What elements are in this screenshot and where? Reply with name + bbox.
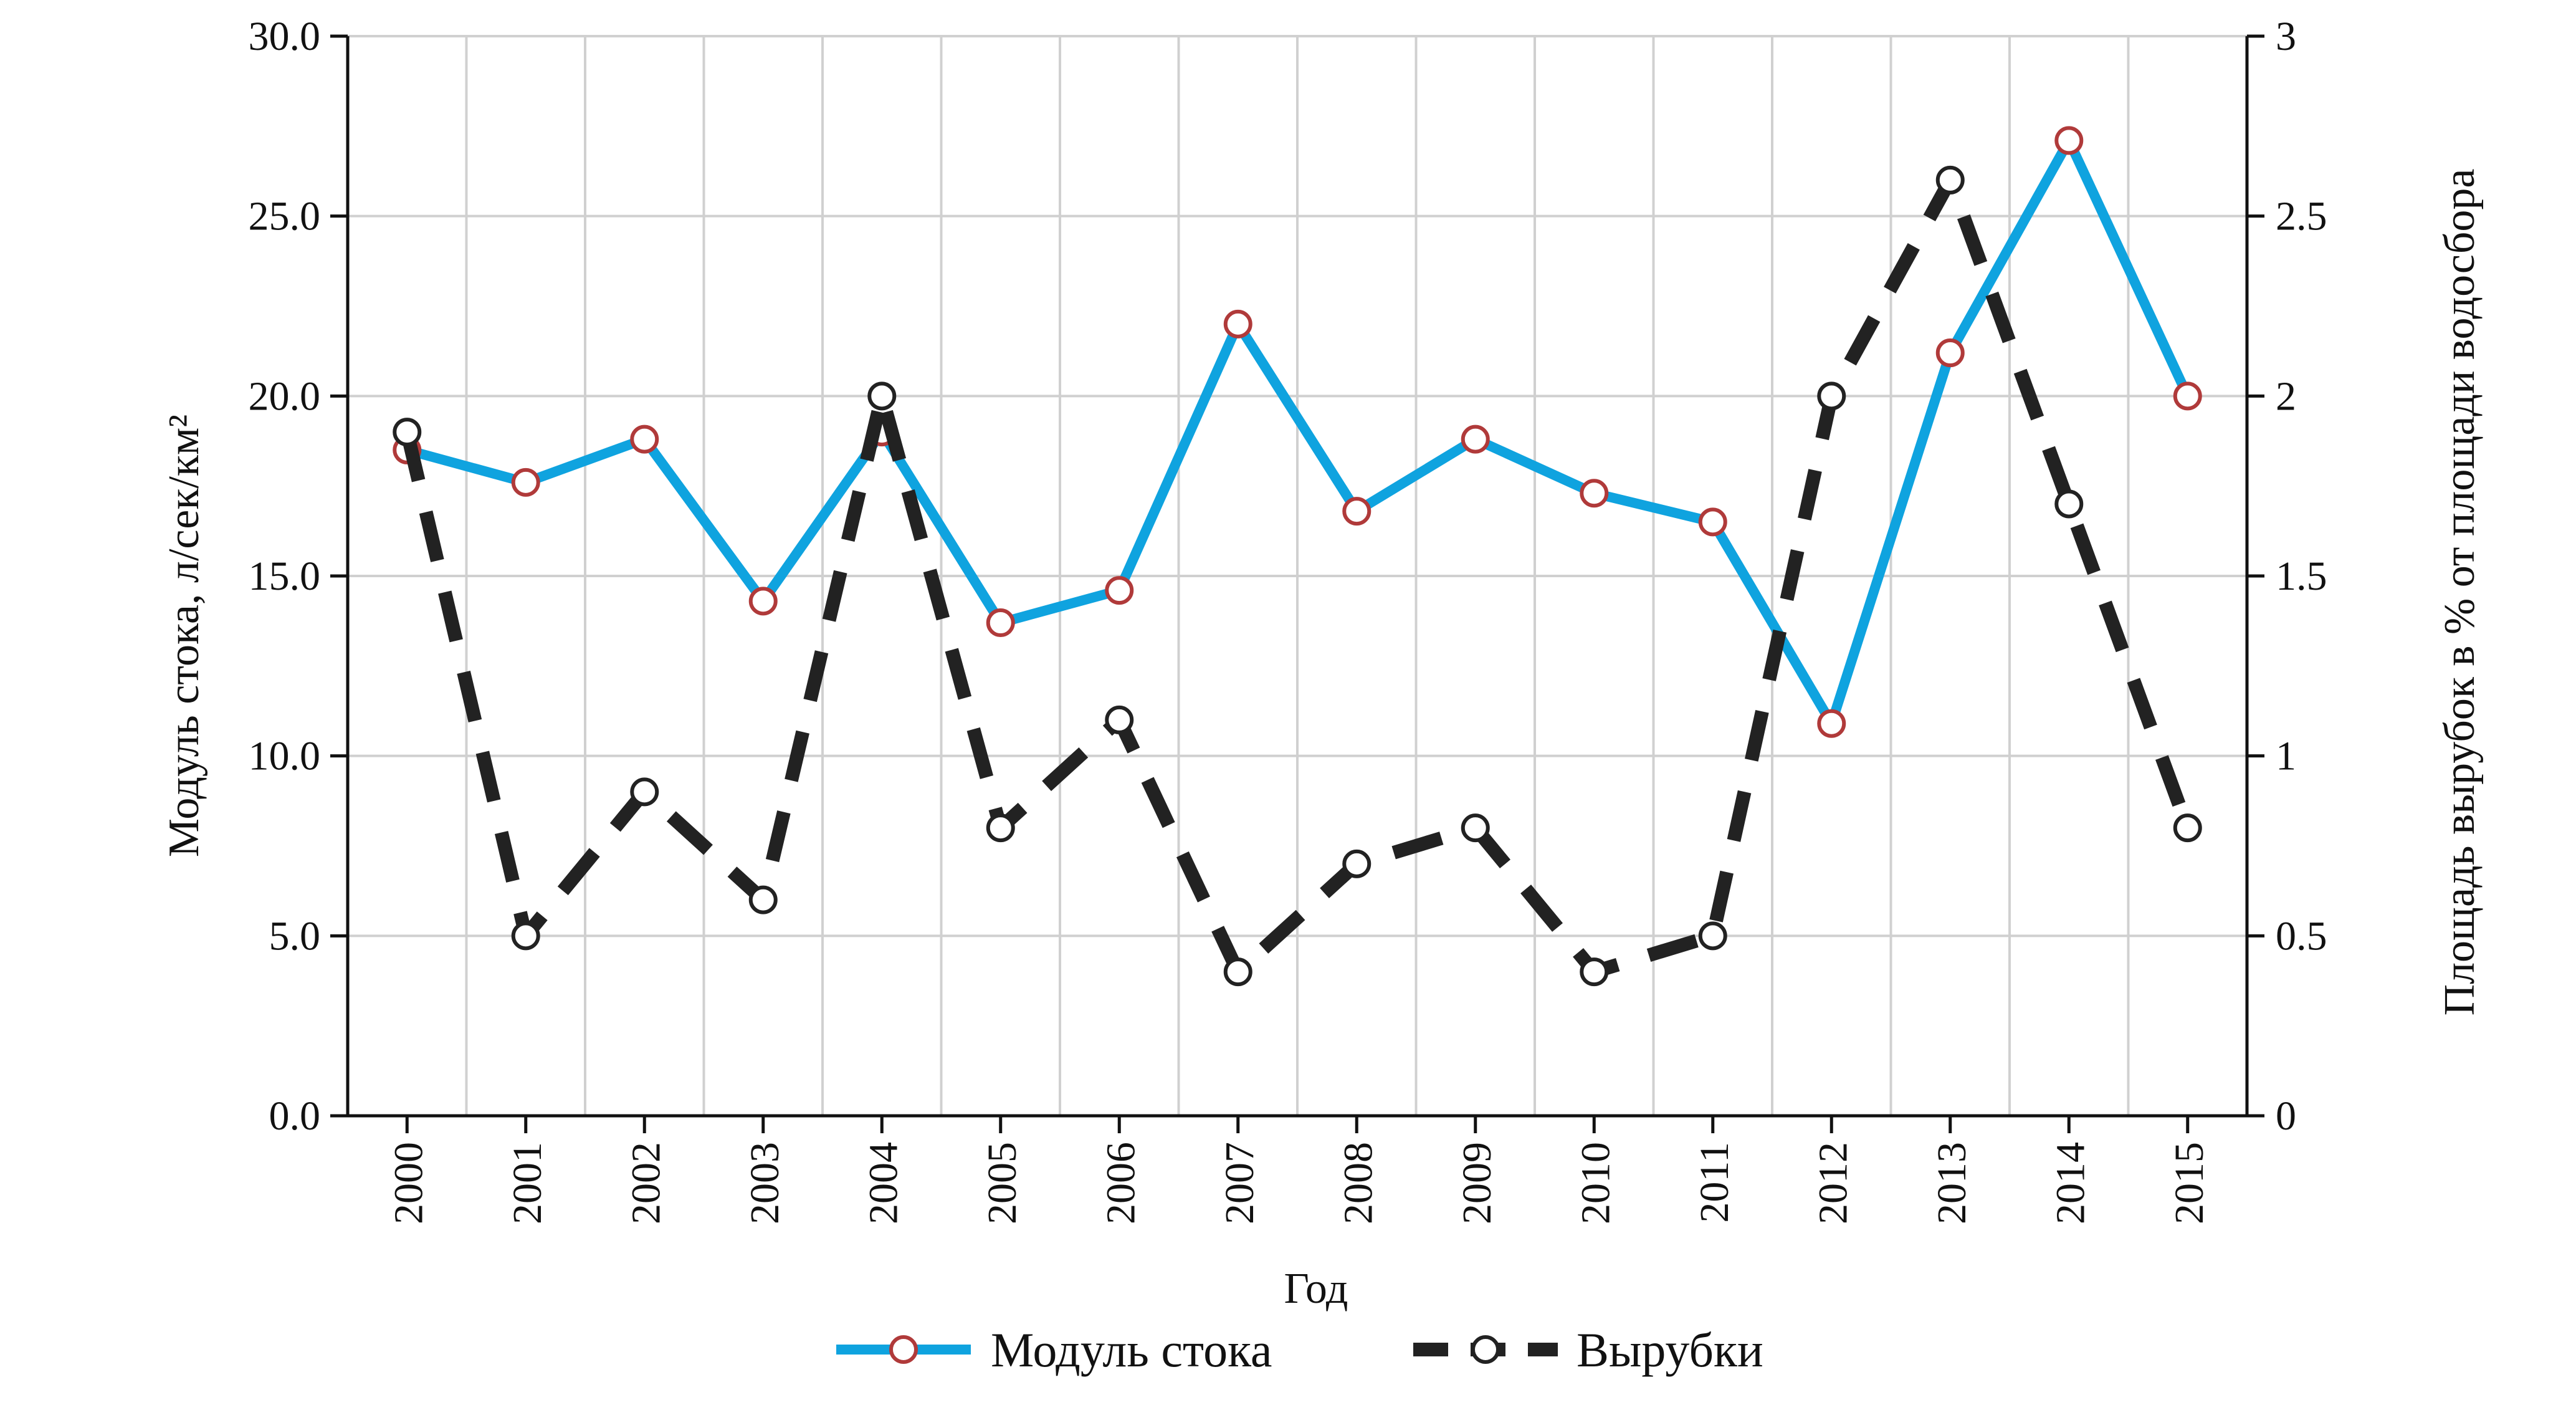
data-point	[511, 468, 540, 497]
legend-marker	[889, 1335, 918, 1364]
right-y-axis-title: Площадь вырубок в % от площади водосбора	[2436, 169, 2484, 1016]
x-tick-label: 2001	[505, 1142, 550, 1224]
data-point	[1223, 957, 1252, 987]
data-point	[748, 885, 778, 914]
data-point	[986, 608, 1015, 638]
x-tick-label: 2002	[623, 1142, 669, 1224]
data-point	[1698, 921, 1727, 951]
x-tick-label: 2004	[861, 1142, 906, 1224]
left-y-tick-label: 0.0	[269, 1093, 321, 1139]
x-tick-label: 2009	[1454, 1142, 1500, 1224]
data-point	[1935, 338, 1965, 368]
right-y-tick-label: 2.5	[2276, 194, 2327, 239]
x-tick-label: 2012	[1810, 1142, 1856, 1224]
x-axis-title: Год	[1284, 1265, 1348, 1313]
series-line	[400, 173, 2195, 979]
x-tick-label: 2015	[2167, 1142, 2212, 1224]
data-point	[1461, 813, 1490, 843]
left-y-tick-label: 25.0	[249, 194, 321, 239]
data-point	[1580, 957, 1609, 987]
gridlines	[348, 35, 2247, 1116]
legend-marker	[1471, 1335, 1500, 1364]
left-y-tick-label: 20.0	[249, 373, 321, 419]
data-point	[1342, 497, 1371, 526]
data-point	[1223, 309, 1252, 338]
series-vyrubki	[393, 165, 2202, 987]
series-layer	[393, 126, 2202, 987]
right-y-tick-label: 0.5	[2276, 913, 2327, 959]
data-point	[1105, 576, 1134, 605]
axes	[330, 34, 2264, 1133]
x-tick-label: 2000	[386, 1142, 431, 1224]
left-y-tick-label: 10.0	[249, 734, 321, 779]
right-y-tick-label: 1.5	[2276, 554, 2327, 599]
x-tick-label: 2007	[1217, 1142, 1262, 1224]
right-y-tick-label: 1	[2276, 734, 2296, 779]
legend-item: Модуль стока	[836, 1323, 1272, 1377]
data-point	[748, 587, 778, 616]
left-y-tick-label: 15.0	[249, 554, 321, 599]
x-tick-label: 2008	[1335, 1142, 1381, 1224]
legend-item: Вырубки	[1413, 1323, 1763, 1377]
data-point	[1935, 165, 1965, 194]
series-line	[406, 135, 2193, 729]
legend-label: Вырубки	[1577, 1323, 1763, 1377]
x-tick-label: 2013	[1929, 1142, 1975, 1224]
data-point	[1342, 849, 1371, 878]
data-point	[867, 381, 897, 411]
right-y-tick-label: 2	[2276, 373, 2296, 419]
labels-layer: Год Модуль стока, л/сек/км² Площадь выру…	[160, 14, 2484, 1313]
left-y-tick-label: 5.0	[269, 913, 321, 959]
data-point	[1105, 705, 1134, 734]
data-point	[1817, 709, 1846, 738]
left-y-tick-label: 30.0	[249, 14, 321, 59]
x-tick-label: 2011	[1692, 1142, 1737, 1223]
data-point	[393, 418, 422, 447]
x-tick-label: 2006	[1098, 1142, 1143, 1224]
left-y-axis-title: Модуль стока, л/сек/км²	[160, 415, 208, 857]
x-tick-label: 2010	[1573, 1142, 1618, 1224]
data-point	[630, 777, 659, 807]
data-point	[2054, 489, 2084, 519]
x-tick-label: 2014	[2048, 1142, 2093, 1224]
data-point	[1461, 424, 1490, 454]
series-modul-stoka	[393, 126, 2202, 738]
data-point	[1817, 381, 1846, 411]
legend-label: Модуль стока	[991, 1323, 1272, 1377]
right-y-tick-label: 0	[2276, 1093, 2296, 1139]
data-point	[2173, 813, 2202, 843]
x-tick-label: 2003	[742, 1142, 788, 1224]
legend: Модуль стока Вырубки	[836, 1323, 1763, 1377]
data-point	[511, 921, 540, 951]
data-point	[1580, 479, 1609, 508]
data-point	[2054, 126, 2084, 155]
data-point	[630, 424, 659, 454]
data-point	[2173, 381, 2202, 411]
x-tick-label: 2005	[980, 1142, 1025, 1224]
data-point	[1698, 507, 1727, 537]
right-y-tick-label: 3	[2276, 14, 2296, 59]
data-point	[986, 813, 1015, 843]
